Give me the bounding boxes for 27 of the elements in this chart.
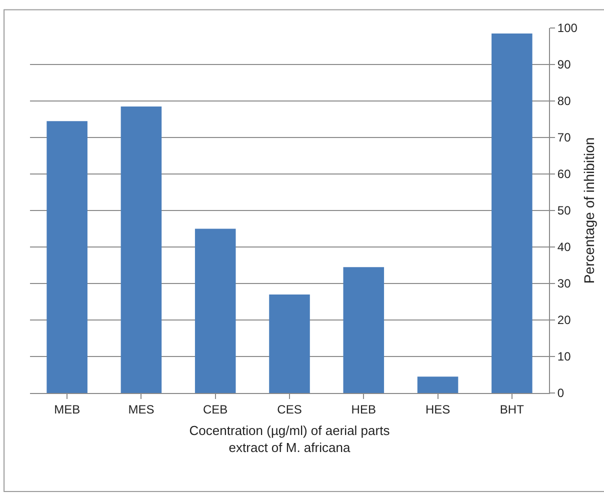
x-tick-label: BHT (500, 402, 525, 416)
x-tick-label: HES (425, 402, 450, 416)
y-tick-label: 30 (557, 276, 572, 291)
bar (194, 228, 236, 393)
x-axis-title: Cocentration (µg/ml) of aerial parts extract of M. africana (189, 423, 390, 455)
bar (343, 267, 384, 393)
bar (492, 33, 532, 393)
y-tick-label: 10 (557, 350, 572, 364)
y-tick-label: 60 (557, 167, 572, 182)
bar (417, 376, 458, 393)
bar (120, 106, 162, 393)
bar (269, 294, 310, 393)
y-tick-label: 40 (557, 240, 572, 254)
x-tick-label: CES (277, 402, 302, 416)
y-tick-label: 50 (557, 204, 572, 218)
y-tick-label: 20 (557, 313, 572, 328)
y-tick-label: 100 (557, 21, 578, 36)
x-tick-label: HEB (351, 402, 376, 416)
x-tick-label: MES (128, 402, 154, 416)
bar (46, 121, 88, 393)
x-tick-label: MEB (54, 402, 80, 416)
y-tick-label: 0 (557, 386, 564, 400)
y-tick-label: 70 (557, 130, 572, 145)
y-tick-label: 80 (557, 94, 572, 108)
y-tick-label: 90 (557, 58, 572, 72)
y-axis-title: Percentage of inhibition (581, 137, 597, 284)
x-tick-label: CEB (203, 402, 228, 416)
